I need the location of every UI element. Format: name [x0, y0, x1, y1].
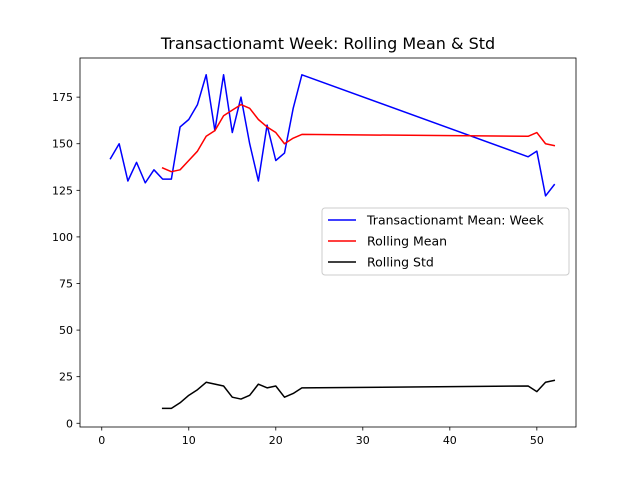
legend: Transactionamt Mean: Week Rolling Mean Rol…	[321, 207, 570, 276]
y-tick-label: 0	[66, 417, 73, 430]
x-tick-label: 10	[182, 434, 196, 447]
y-tick-label: 75	[59, 278, 73, 291]
y-tick-label: 50	[59, 324, 73, 337]
chart-title: Transactionamt Week: Rolling Mean & Std	[160, 34, 495, 53]
x-tick-label: 30	[356, 434, 370, 447]
y-tick-label: 175	[52, 91, 73, 104]
x-tick-label: 0	[98, 434, 105, 447]
legend-label: Transactionamt Mean: Week	[366, 213, 544, 228]
legend-label: Rolling Std	[367, 255, 434, 270]
axes: 0 10 20 30 40 50 0 25 50 75 100 125 150 175	[52, 57, 577, 447]
y-tick-label: 125	[52, 184, 73, 197]
y-tick-label: 150	[52, 138, 73, 151]
legend-box	[321, 207, 570, 276]
x-tick-label: 20	[269, 434, 283, 447]
x-tick-label: 50	[530, 434, 544, 447]
legend-label: Rolling Mean	[367, 234, 447, 249]
y-tick-label: 25	[59, 371, 73, 384]
series-line-2	[161, 103, 556, 173]
y-tick-label: 100	[52, 231, 73, 244]
series-line-1	[109, 74, 556, 197]
axes-frame	[79, 57, 577, 428]
plot-area	[109, 74, 556, 410]
series-line-3	[161, 379, 556, 410]
x-tick-label: 40	[443, 434, 457, 447]
